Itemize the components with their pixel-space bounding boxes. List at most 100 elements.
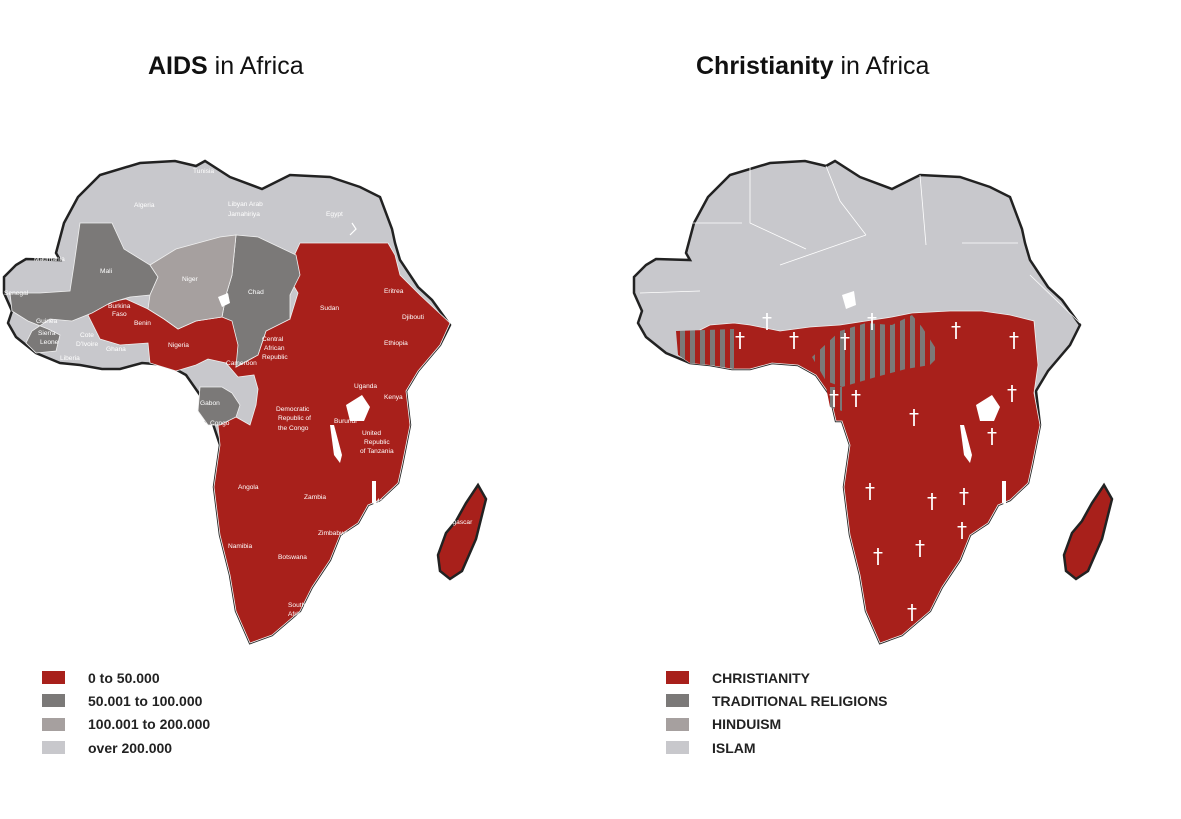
label-algeria: Algeria <box>134 202 155 209</box>
label-sahara: Sahara <box>38 207 60 214</box>
label-guinea: Guinea <box>36 318 58 325</box>
legend-swatch <box>666 741 689 755</box>
label-zimbabwe: Zimbabwe <box>318 530 349 537</box>
label-south-africa-1: South <box>288 602 306 609</box>
legend-item: TRADITIONAL RELIGIONS <box>666 689 888 712</box>
region-christianity <box>677 310 1041 644</box>
label-drc-1: Democratic <box>276 406 310 413</box>
label-gabon: Gabon <box>200 400 220 407</box>
label-madagascar: Madagascar <box>436 519 473 526</box>
christianity-africa-map: †† †† † ††† ††††† †††† †† <box>632 159 1114 645</box>
cross-icon: † <box>987 424 997 448</box>
legend-swatch <box>42 741 65 755</box>
legend-label: TRADITIONAL RELIGIONS <box>712 692 888 709</box>
label-mauritania: Mauritania <box>34 256 65 263</box>
label-somalia: Somalia <box>448 330 472 337</box>
label-libya-1: Libyan Arab <box>228 201 263 208</box>
label-tanzania-3: of Tanzania <box>360 448 394 455</box>
lake-victoria <box>346 395 370 421</box>
label-burkina-1: Burkina <box>108 303 131 310</box>
label-drc-3: the Congo <box>278 425 309 432</box>
label-burundi: Burundi <box>334 418 357 425</box>
cross-icon: † <box>927 489 937 513</box>
label-botswana: Botswana <box>278 554 307 561</box>
label-ghana: Ghana <box>106 346 126 353</box>
label-benin: Benin <box>134 320 151 327</box>
label-nigeria: Nigeria <box>168 342 189 349</box>
cross-icon: † <box>829 386 839 410</box>
legend-swatch <box>42 717 65 731</box>
label-lesotho: Lesotho <box>322 606 346 613</box>
aids-map-panel: AIDS in Africa Morocco Tunisia Algeria L… <box>0 0 590 819</box>
cross-icon: † <box>951 318 961 342</box>
label-south-africa-2: Africa <box>288 611 305 618</box>
cross-icon: † <box>867 309 877 333</box>
aids-map-title: AIDS in Africa <box>148 52 304 81</box>
legend-swatch <box>666 694 689 708</box>
region-50001-100000-gabon <box>197 386 241 426</box>
lake-victoria <box>976 395 1000 421</box>
cross-icon: † <box>851 386 861 410</box>
aids-africa-map: Morocco Tunisia Algeria Libyan Arab Jama… <box>2 159 488 645</box>
label-sierra-2: Leone <box>40 339 59 346</box>
legend-label: CHRISTIANITY <box>712 669 810 686</box>
cross-icon: † <box>789 328 799 352</box>
cross-icon: † <box>873 544 883 568</box>
christianity-map-title: Christianity in Africa <box>696 52 929 81</box>
aids-country-labels: Morocco Tunisia Algeria Libyan Arab Jama… <box>4 168 473 618</box>
cross-icon: † <box>957 518 967 542</box>
aids-legend: 0 to 50.000 50.001 to 100.000 100.001 to… <box>42 666 210 759</box>
cross-symbols: †† †† † ††† ††††† †††† †† <box>735 309 1019 624</box>
christianity-legend: CHRISTIANITY TRADITIONAL RELIGIONS HINDU… <box>666 666 888 759</box>
christianity-title-bold: Christianity <box>696 52 834 80</box>
legend-swatch <box>666 717 689 731</box>
label-mozambique: Mozambique <box>370 510 408 517</box>
legend-label: HINDUISM <box>712 716 782 733</box>
label-cote-2: D'Ivoire <box>76 341 98 348</box>
label-senegal: Senegal <box>4 290 29 297</box>
label-congo: Congo <box>210 420 230 427</box>
label-tanzania-1: United <box>362 430 381 437</box>
label-angola: Angola <box>238 484 259 491</box>
madagascar-island <box>436 483 488 581</box>
label-swaziland: Swaziland <box>320 585 350 592</box>
cross-icon: † <box>909 405 919 429</box>
lake-tanganyika <box>960 425 972 463</box>
cross-icon: † <box>762 309 772 333</box>
label-chad: Chad <box>248 289 264 296</box>
christianity-map-panel: Christianity in Africa † † † † † † † † † † † † † † † † †… <box>590 0 1180 819</box>
lake-malawi <box>1002 481 1006 505</box>
label-drc-2: Republic of <box>278 415 311 422</box>
legend-swatch <box>42 694 65 708</box>
legend-label: 50.001 to 100.000 <box>88 692 203 709</box>
lake-chad <box>842 291 856 309</box>
region-traditional-west <box>676 329 734 369</box>
legend-item: over 200.000 <box>42 736 210 759</box>
madagascar-island <box>1062 483 1114 581</box>
aids-title-rest: in Africa <box>207 52 304 80</box>
north-borders <box>639 165 1081 324</box>
legend-item: CHRISTIANITY <box>666 666 888 689</box>
legend-swatch <box>666 671 689 685</box>
lake-chad <box>218 293 230 307</box>
legend-item: 100.001 to 200.000 <box>42 713 210 736</box>
region-traditional-central <box>812 315 940 387</box>
cross-icon: † <box>865 479 875 503</box>
label-mali: Mali <box>100 268 113 275</box>
cross-icon: † <box>1007 381 1017 405</box>
legend-item: 50.001 to 100.000 <box>42 689 210 712</box>
legend-swatch <box>42 671 65 685</box>
label-niger: Niger <box>182 276 199 283</box>
label-egypt: Egypt <box>326 211 343 218</box>
legend-item: 0 to 50.000 <box>42 666 210 689</box>
legend-label: over 200.000 <box>88 739 173 756</box>
cross-icon: † <box>735 328 745 352</box>
lake-tanganyika <box>330 425 342 463</box>
legend-label: ISLAM <box>712 739 756 756</box>
christianity-title-rest: in Africa <box>833 52 930 80</box>
legend-item: ISLAM <box>666 736 888 759</box>
label-liberia: Liberia <box>60 355 80 362</box>
label-kenya: Kenya <box>384 394 403 401</box>
label-namibia: Namibia <box>228 543 253 550</box>
label-libya-2: Jamahiriya <box>228 211 260 218</box>
